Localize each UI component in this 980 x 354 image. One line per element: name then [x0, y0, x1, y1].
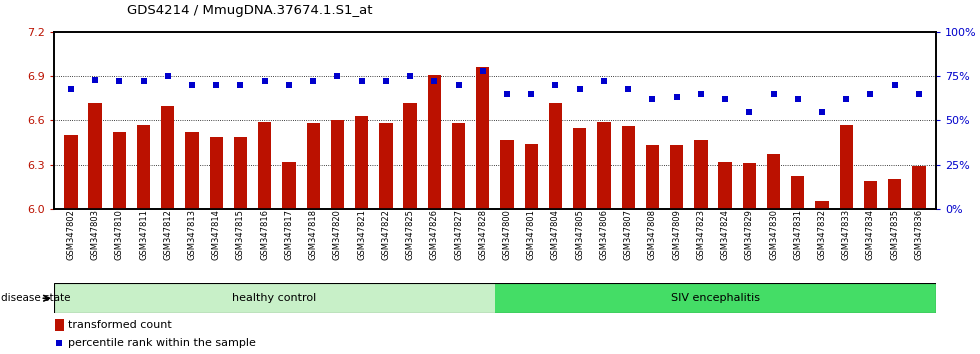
Bar: [597, 122, 611, 209]
Bar: [282, 162, 296, 209]
Bar: [55, 319, 64, 331]
Bar: [888, 179, 902, 209]
Point: [232, 82, 248, 88]
Point: [426, 79, 442, 84]
Point: [645, 96, 661, 102]
Point: [765, 91, 781, 97]
Point: [862, 91, 878, 97]
Bar: [767, 154, 780, 209]
Bar: [495, 283, 936, 313]
Point: [378, 79, 394, 84]
Point: [306, 79, 321, 84]
Point: [112, 79, 127, 84]
Bar: [234, 137, 247, 209]
Point: [87, 77, 103, 82]
Point: [596, 79, 612, 84]
Bar: [113, 132, 126, 209]
Point: [548, 82, 564, 88]
Point: [887, 82, 903, 88]
Point: [475, 68, 491, 74]
Point: [572, 86, 588, 91]
Point: [693, 91, 709, 97]
Bar: [161, 105, 174, 209]
Point: [281, 82, 297, 88]
Point: [620, 86, 636, 91]
Bar: [452, 123, 466, 209]
Point: [184, 82, 200, 88]
Bar: [670, 145, 683, 209]
Point: [63, 86, 78, 91]
Bar: [501, 139, 514, 209]
Text: healthy control: healthy control: [232, 293, 317, 303]
Bar: [379, 123, 393, 209]
Point: [135, 79, 151, 84]
Point: [402, 73, 417, 79]
Bar: [573, 128, 586, 209]
Point: [814, 109, 830, 114]
Point: [160, 73, 175, 79]
Bar: [54, 283, 495, 313]
Bar: [694, 139, 708, 209]
Bar: [863, 181, 877, 209]
Point: [354, 79, 369, 84]
Bar: [88, 103, 102, 209]
Bar: [718, 162, 732, 209]
Bar: [646, 145, 660, 209]
Point: [209, 82, 224, 88]
Point: [668, 95, 684, 100]
Text: percentile rank within the sample: percentile rank within the sample: [68, 338, 256, 348]
Point: [257, 79, 272, 84]
Bar: [621, 126, 635, 209]
Bar: [791, 176, 805, 209]
Point: [790, 96, 806, 102]
Text: GDS4214 / MmugDNA.37674.1.S1_at: GDS4214 / MmugDNA.37674.1.S1_at: [127, 4, 373, 17]
Bar: [549, 103, 563, 209]
Point: [329, 73, 345, 79]
Bar: [258, 122, 271, 209]
Text: SIV encephalitis: SIV encephalitis: [671, 293, 760, 303]
Point: [911, 91, 927, 97]
Bar: [524, 144, 538, 209]
Point: [839, 96, 855, 102]
Bar: [307, 123, 319, 209]
Bar: [330, 120, 344, 209]
Bar: [404, 103, 416, 209]
Point: [451, 82, 466, 88]
Bar: [476, 67, 489, 209]
Point: [340, 259, 356, 265]
Point: [523, 91, 539, 97]
Bar: [815, 201, 829, 209]
Bar: [355, 116, 368, 209]
Bar: [427, 75, 441, 209]
Bar: [137, 125, 150, 209]
Bar: [840, 125, 853, 209]
Bar: [65, 135, 77, 209]
Bar: [743, 163, 756, 209]
Bar: [912, 166, 925, 209]
Text: disease state: disease state: [1, 293, 71, 303]
Bar: [185, 132, 199, 209]
Point: [717, 96, 733, 102]
Text: transformed count: transformed count: [68, 320, 172, 330]
Bar: [210, 137, 222, 209]
Point: [499, 91, 514, 97]
Point: [742, 109, 758, 114]
